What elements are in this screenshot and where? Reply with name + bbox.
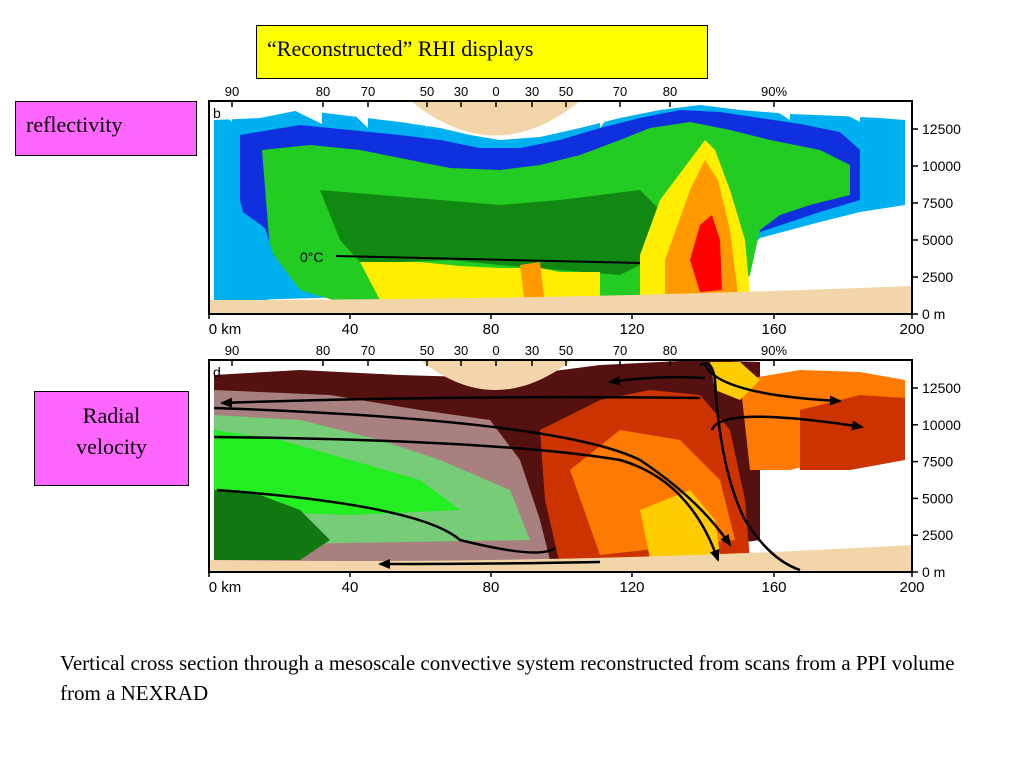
reflectivity-panel: 0°C b 90 80 70 50 30 0 30 50 70 80 90% 0 km 40 80 120… [208,84,961,338]
title-text: “Reconstructed” RHI displays [267,36,534,61]
flow-arrow-top-left [608,375,706,386]
elevation-label-2: 70 [361,84,375,99]
refl-y-axis: 12500 10000 7500 5000 2500 0 m [912,121,961,322]
y-tick-label-2: 7500 [922,454,953,470]
refl-x-axis: 0 km 40 80 120 160 200 [208,314,925,338]
vel-right-red [800,395,905,470]
radial-label-line2: velocity [76,434,147,459]
x-tick-label-1: 40 [342,579,359,596]
elevation-label-9: 80 [663,343,677,358]
refl-echo-orange-low [520,262,545,305]
y-tick-label-4: 2500 [922,527,953,543]
flow-arrow-lower-left [216,488,556,554]
title-box: “Reconstructed” RHI displays [256,25,708,79]
flow-arrows [213,362,864,572]
y-tick-label-5: 0 m [922,306,945,322]
freezing-level-line [335,255,641,264]
x-tick-label-4: 160 [761,579,786,596]
y-tick-label-2: 7500 [922,195,953,211]
y-tick-label-3: 5000 [922,490,953,506]
refl-echo-red [690,215,722,292]
y-tick-label-1: 10000 [922,417,961,433]
radial-label-line1: Radial [82,403,141,428]
flow-arrow-mid-right [710,415,864,431]
elevation-label-3: 50 [420,343,434,358]
vel-elevation-labels: 90 80 70 50 30 0 30 50 70 80 90% [225,343,787,366]
radial-velocity-label-box: Radial velocity [34,391,189,486]
flow-arrow-inflow [213,406,732,547]
elevation-label-10: 90% [761,343,787,358]
x-tick-label-0: 0 km [209,321,242,338]
elevation-label-0: 90 [225,84,239,99]
panel-letter-d: d [213,364,221,380]
y-tick-label-0: 12500 [922,380,961,396]
elevation-label-1: 80 [316,343,330,358]
x-tick-label-3: 120 [619,579,644,596]
flow-arrow-surface [378,558,601,569]
vel-dark-green [214,490,330,560]
vel-frame [208,359,913,573]
x-tick-label-2: 80 [483,321,500,338]
elevation-label-5: 0 [492,343,499,358]
vel-x-axis: 0 km 40 80 120 160 200 [208,572,925,596]
refl-terrain [209,286,912,314]
elevation-label-4: 30 [454,343,468,358]
y-tick-label-5: 0 m [922,564,945,580]
elevation-label-9: 80 [663,84,677,99]
x-tick-label-5: 200 [899,579,924,596]
elevation-label-3: 50 [420,84,434,99]
panel-letter-b: b [213,105,221,121]
elevation-label-5: 0 [492,84,499,99]
elevation-label-6: 30 [525,343,539,358]
x-tick-label-0: 0 km [209,579,242,596]
rhi-panels: 0°C b 90 80 70 50 30 0 30 50 70 80 90% 0 km 40 80 120… [208,84,961,596]
figure-caption: Vertical cross section through a mesosca… [60,651,955,705]
freezing-level-label: 0°C [300,249,324,265]
elevation-label-6: 30 [525,84,539,99]
refl-radar-cone [411,101,580,136]
elevation-label-2: 70 [361,343,375,358]
x-tick-label-2: 80 [483,579,500,596]
vel-bright-green [214,430,460,515]
refl-elevation-labels: 90 80 70 50 30 0 30 50 70 80 90% [225,84,787,107]
reflectivity-label-box: reflectivity [15,101,197,156]
elevation-label-4: 30 [454,84,468,99]
flow-arrow-upper-right [703,364,842,406]
elevation-label-8: 70 [613,84,627,99]
y-tick-label-4: 2500 [922,269,953,285]
elevation-label-7: 50 [559,84,573,99]
flow-arrow-descending [213,435,720,562]
x-tick-label-1: 40 [342,321,359,338]
x-tick-label-5: 200 [899,321,924,338]
elevation-label-10: 90% [761,84,787,99]
refl-frame [208,100,913,315]
vel-y-axis: 12500 10000 7500 5000 2500 0 m [912,380,961,580]
vel-radar-cone [420,360,572,390]
y-tick-label-0: 12500 [922,121,961,137]
elevation-label-1: 80 [316,84,330,99]
elevation-label-0: 90 [225,343,239,358]
flow-arrow-upper-left [220,395,701,408]
reflectivity-label: reflectivity [26,112,123,137]
x-tick-label-4: 160 [761,321,786,338]
x-tick-label-3: 120 [619,321,644,338]
elevation-label-7: 50 [559,343,573,358]
velocity-panel: d 90 80 70 50 30 0 30 50 70 80 90% 0 km 40 80 120 160 2… [208,343,961,596]
refl-echo-left [214,210,275,300]
y-tick-label-1: 10000 [922,158,961,174]
refl-echo-darkgreen [320,190,660,275]
y-tick-label-3: 5000 [922,232,953,248]
flow-arrow-gust-front [699,362,801,572]
elevation-label-8: 70 [613,343,627,358]
